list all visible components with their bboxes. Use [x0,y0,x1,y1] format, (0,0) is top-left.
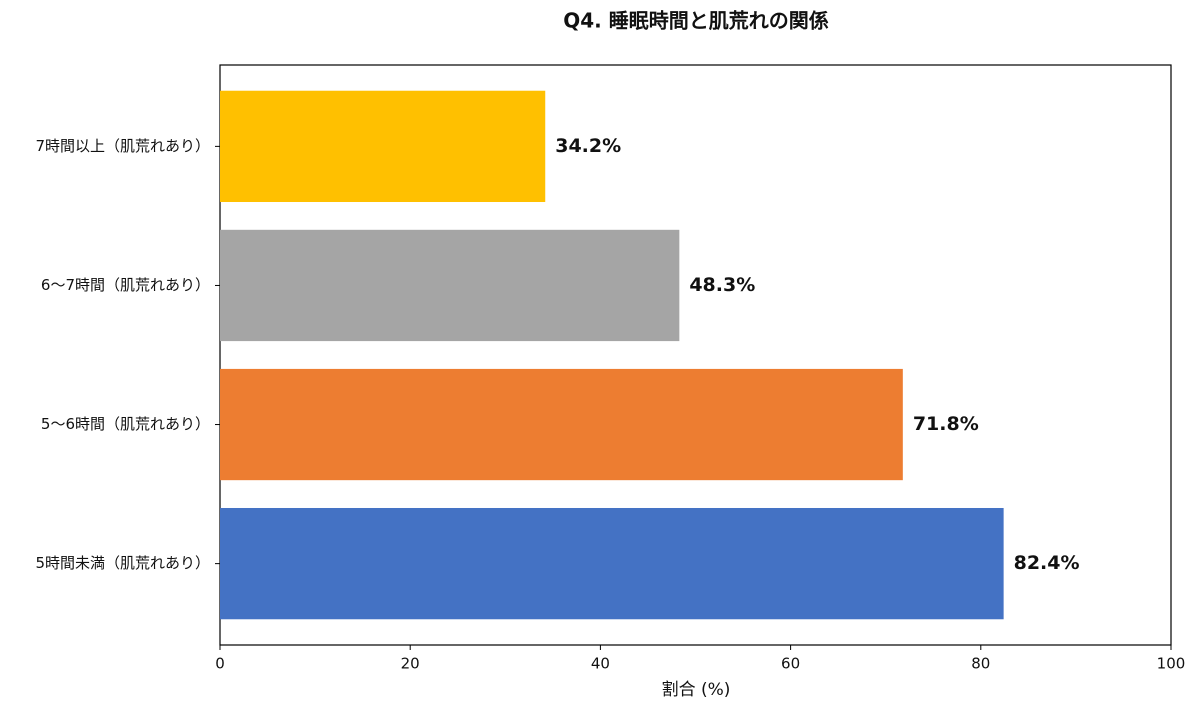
value-label: 82.4% [1014,552,1080,574]
x-tick-label: 0 [215,655,225,673]
x-tick-label: 100 [1157,655,1186,673]
x-tick-label: 40 [591,655,610,673]
y-tick-label: 5時間未満（肌荒れあり） [35,554,210,572]
x-tick-label: 20 [401,655,420,673]
x-tick-label: 60 [781,655,800,673]
bar [220,90,546,203]
value-label: 48.3% [689,274,755,296]
value-label: 34.2% [555,135,621,157]
y-tick-label: 7時間以上（肌荒れあり） [35,137,210,155]
x-axis-label: 割合 (%) [662,680,731,700]
bar [220,229,680,342]
bar [220,507,1004,620]
bar [220,368,903,481]
value-label: 71.8% [913,413,979,435]
y-tick-label: 5〜6時間（肌荒れあり） [41,415,210,433]
plot-frame [219,64,1172,646]
chart-title: Q4. 睡眠時間と肌荒れの関係 [563,9,828,33]
x-tick-label: 80 [971,655,990,673]
y-tick-label: 6〜7時間（肌荒れあり） [41,276,210,294]
